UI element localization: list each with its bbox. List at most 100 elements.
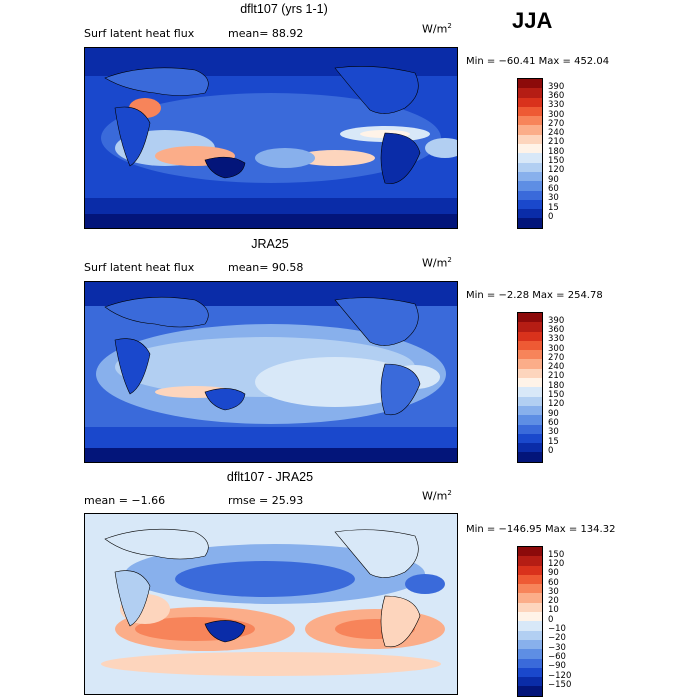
colorbar-tick-label: 210 (548, 371, 565, 382)
colorbar-swatch (518, 88, 542, 98)
panel-1-colorbar (517, 78, 543, 229)
panel-2-title: JRA25 (251, 237, 289, 251)
colorbar-tick-label: −150 (548, 679, 572, 690)
panel-1-title: dflt107 (yrs 1-1) (240, 2, 328, 16)
colorbar-tick-label: 180 (548, 380, 565, 391)
colorbar-swatch (518, 443, 542, 453)
panel-2-map (84, 281, 458, 463)
colorbar-swatch (518, 612, 542, 622)
colorbar-swatch (518, 387, 542, 397)
panel-3-map (84, 513, 458, 695)
colorbar-tick-label: 90 (548, 408, 559, 419)
season-label: JJA (512, 8, 553, 33)
colorbar-swatch (518, 313, 542, 323)
colorbar-swatch (518, 116, 542, 126)
colorbar-swatch (518, 593, 542, 603)
panel-2-units: W/m2 (422, 256, 452, 270)
colorbar-swatch (518, 621, 542, 631)
colorbar-tick-label: 150 (548, 549, 565, 560)
panel-1-units: W/m2 (422, 22, 452, 36)
panel-3-mean: mean = −1.66 (84, 494, 166, 507)
colorbar-swatch (518, 547, 542, 557)
colorbar-tick-label: 0 (548, 445, 554, 456)
colorbar-swatch (518, 322, 542, 332)
colorbar-tick-label: 300 (548, 109, 565, 120)
colorbar-tick-label: 90 (548, 568, 559, 579)
colorbar-swatch (518, 556, 542, 566)
colorbar-tick-label: 0 (548, 614, 554, 625)
colorbar-tick-label: 20 (548, 596, 559, 607)
colorbar-tick-label: 150 (548, 156, 565, 167)
panel-1-map (84, 47, 458, 229)
colorbar-swatch (518, 452, 542, 462)
colorbar-tick-label: 180 (548, 146, 565, 157)
colorbar-tick-label: −10 (548, 624, 566, 635)
colorbar-tick-label: 30 (548, 586, 559, 597)
colorbar-tick-label: 150 (548, 390, 565, 401)
panel-2-mean: mean= 90.58 (228, 261, 304, 274)
colorbar-swatch (518, 415, 542, 425)
colorbar-tick-label: 120 (548, 399, 565, 410)
colorbar-tick-label: −30 (548, 642, 566, 653)
panel-3-minmax: Min = −146.95 Max = 134.32 (466, 524, 616, 535)
colorbar-swatch (518, 359, 542, 369)
colorbar-swatch (518, 405, 542, 416)
colorbar-swatch (518, 350, 542, 360)
colorbar-tick-label: 360 (548, 324, 565, 335)
panel-3-title: dflt107 - JRA25 (226, 470, 314, 484)
colorbar-swatch (518, 667, 542, 678)
panel-2-minmax: Min = −2.28 Max = 254.78 (466, 290, 603, 301)
colorbar-swatch (518, 144, 542, 154)
panel-1-minmax: Min = −60.41 Max = 452.04 (466, 56, 610, 67)
colorbar-swatch (518, 658, 542, 668)
colorbar-tick-label: 15 (548, 436, 559, 447)
colorbar-tick-label: −60 (548, 651, 566, 662)
colorbar-tick-label: −20 (548, 633, 566, 644)
colorbar-tick-label: −120 (548, 670, 572, 681)
colorbar-tick-label: 390 (548, 315, 565, 326)
colorbar-swatch (518, 153, 542, 163)
colorbar-swatch (518, 677, 542, 687)
colorbar-tick-label: 120 (548, 165, 565, 176)
colorbar-swatch (518, 134, 542, 145)
colorbar-swatch (518, 190, 542, 200)
colorbar-tick-label: 360 (548, 90, 565, 101)
panel-3-units: W/m2 (422, 489, 452, 503)
colorbar-swatch (518, 584, 542, 594)
colorbar-swatch (518, 433, 542, 444)
colorbar-swatch (518, 218, 542, 228)
colorbar-swatch (518, 79, 542, 89)
colorbar-swatch (518, 686, 542, 696)
colorbar-swatch (518, 199, 542, 210)
panel-3-colorbar (517, 546, 543, 697)
colorbar-swatch (518, 97, 542, 107)
panel-3-rmse: rmse = 25.93 (228, 494, 304, 507)
colorbar-tick-label: 15 (548, 202, 559, 213)
colorbar-tick-label: 240 (548, 128, 565, 139)
panel-1-mean: mean= 88.92 (228, 27, 304, 40)
colorbar-tick-label: 90 (548, 174, 559, 185)
colorbar-swatch (518, 574, 542, 585)
colorbar-tick-label: 30 (548, 427, 559, 438)
colorbar-swatch (518, 125, 542, 135)
colorbar-swatch (518, 649, 542, 659)
colorbar-tick-label: −90 (548, 661, 566, 672)
panel-2-field-label: Surf latent heat flux (84, 261, 195, 274)
colorbar-tick-label: 60 (548, 577, 559, 588)
colorbar-swatch (518, 209, 542, 219)
colorbar-tick-label: 390 (548, 81, 565, 92)
colorbar-swatch (518, 340, 542, 351)
colorbar-tick-label: 60 (548, 417, 559, 428)
colorbar-tick-label: 30 (548, 193, 559, 204)
colorbar-tick-label: 300 (548, 343, 565, 354)
panel-1-field-label: Surf latent heat flux (84, 27, 195, 40)
colorbar-swatch (518, 630, 542, 640)
colorbar-tick-label: 120 (548, 558, 565, 569)
colorbar-tick-label: 330 (548, 334, 565, 345)
colorbar-swatch (518, 396, 542, 406)
colorbar-tick-label: 0 (548, 211, 554, 222)
colorbar-tick-label: 240 (548, 362, 565, 373)
colorbar-swatch (518, 565, 542, 575)
colorbar-swatch (518, 368, 542, 379)
colorbar-swatch (518, 162, 542, 172)
